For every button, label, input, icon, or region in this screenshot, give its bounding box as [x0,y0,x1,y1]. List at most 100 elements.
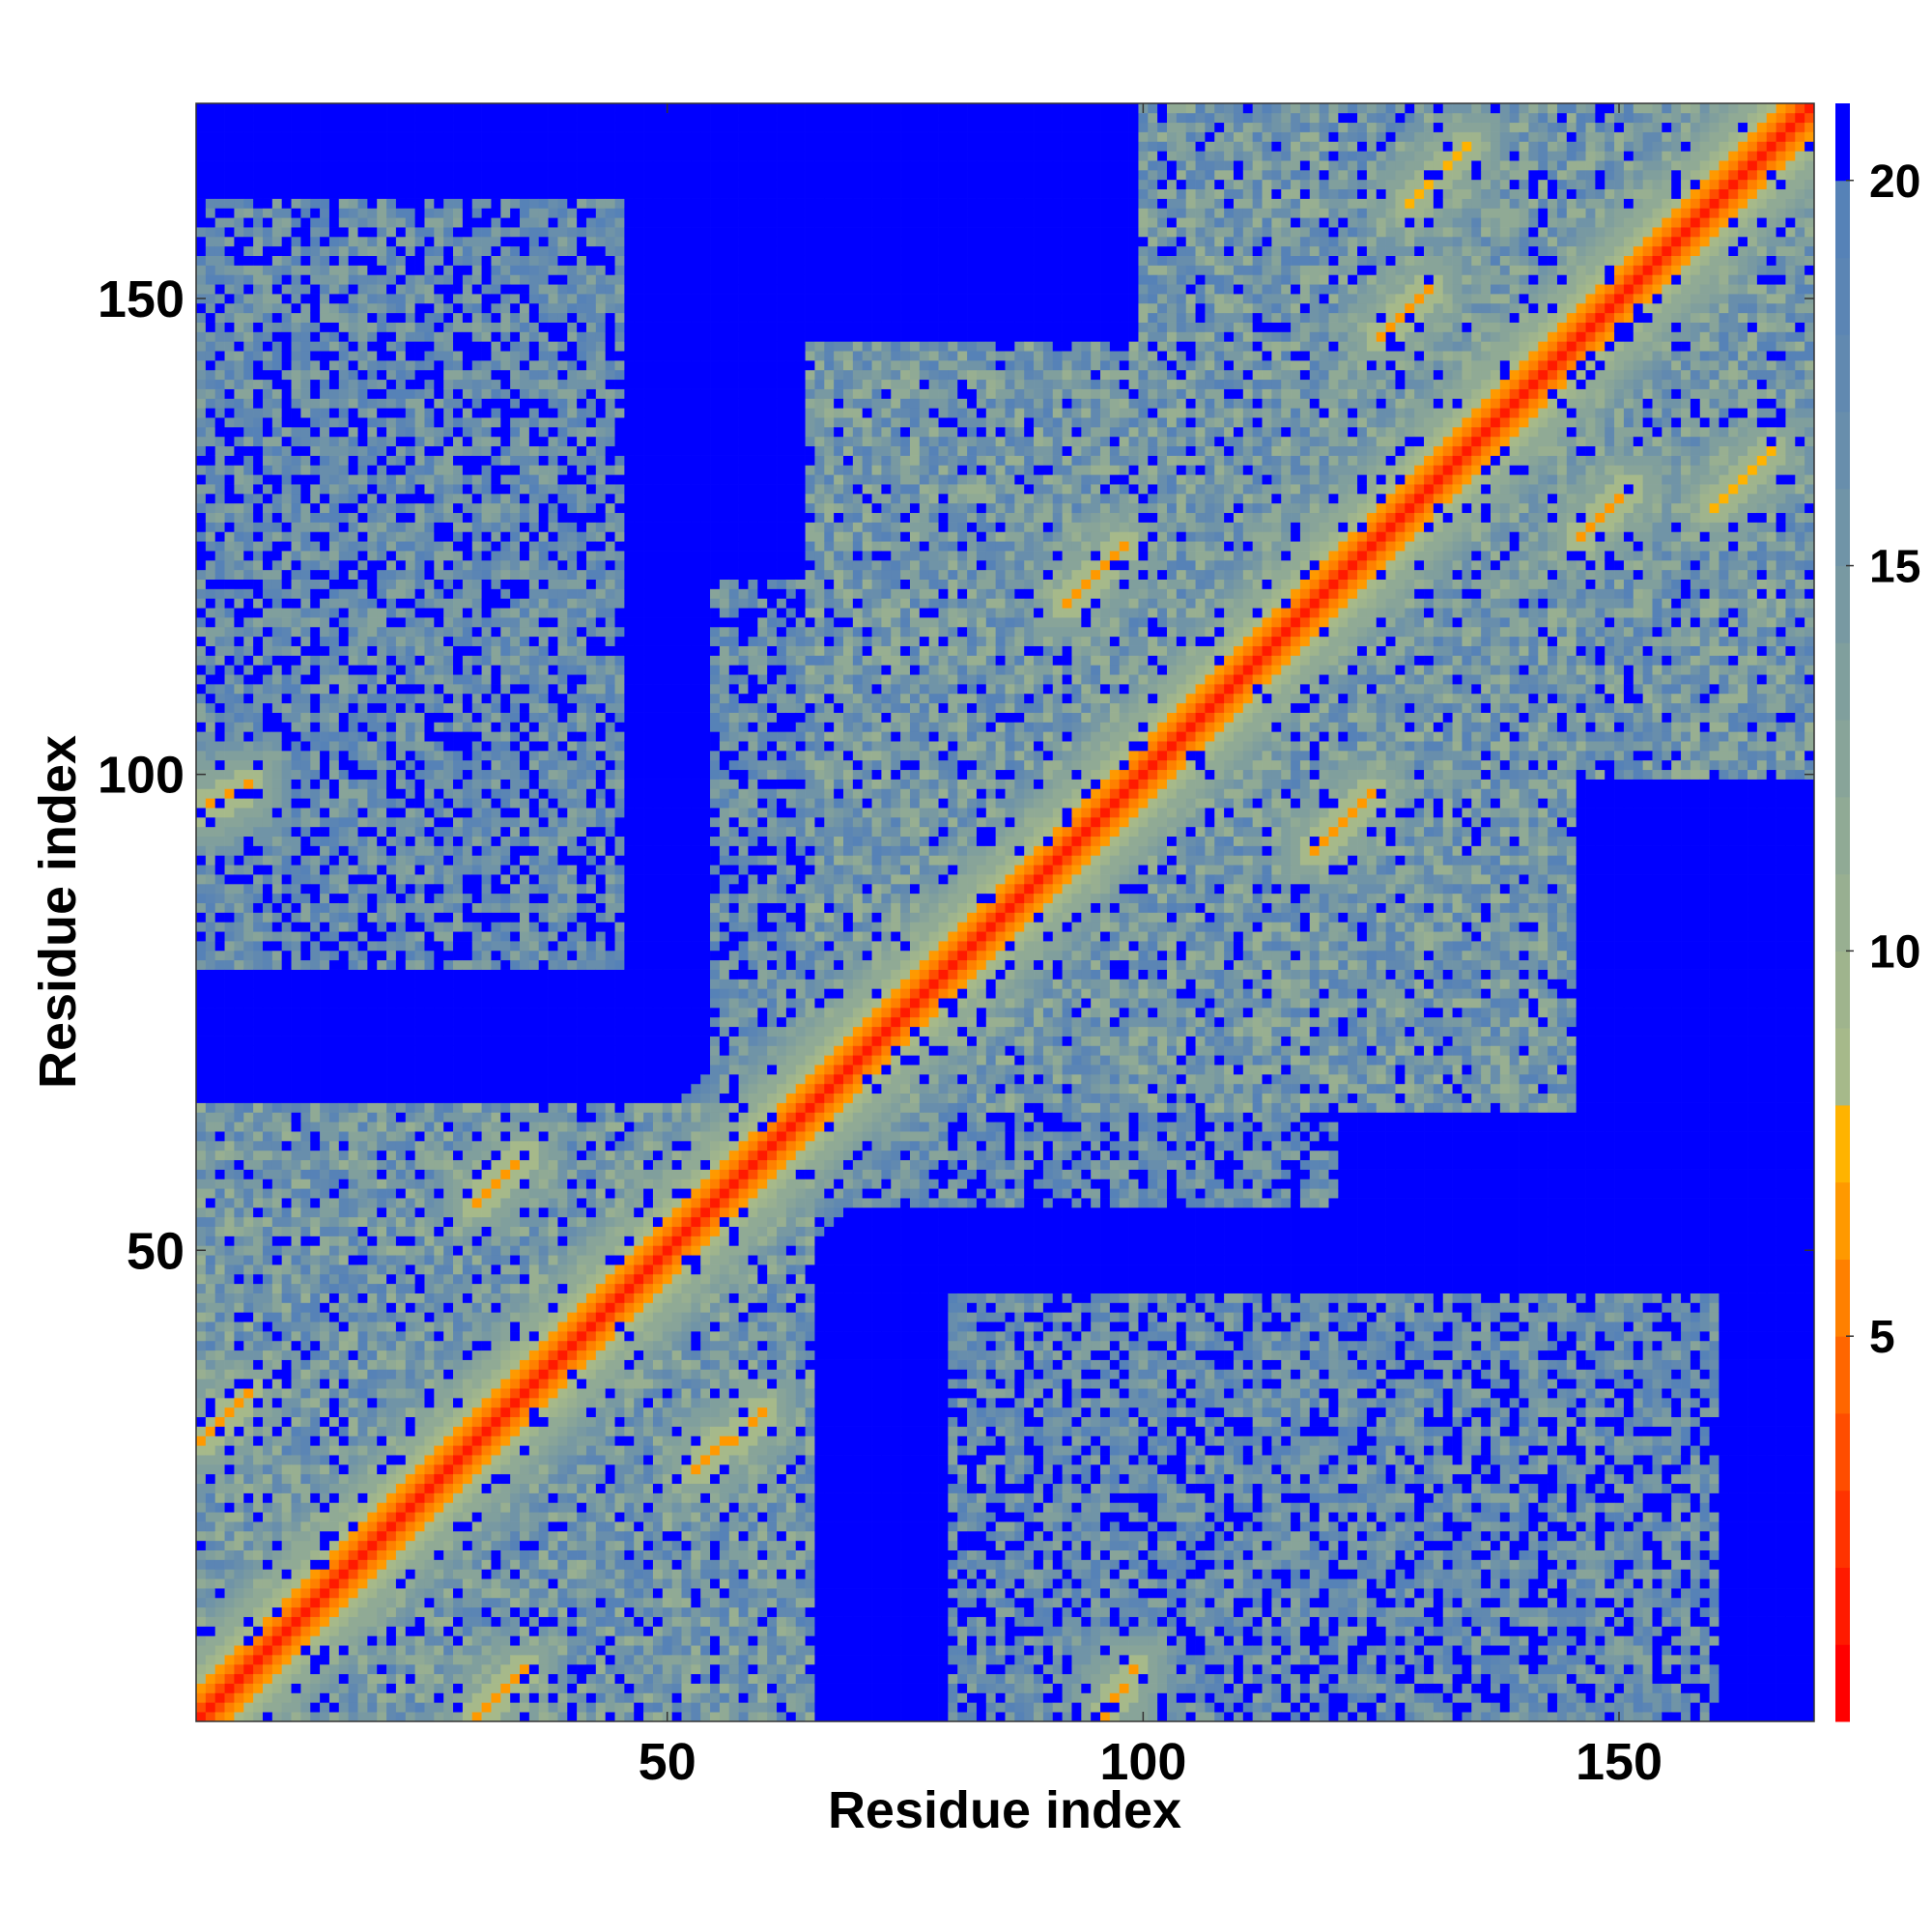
heatmap-cell [453,189,463,199]
heatmap-cell [329,1531,339,1541]
heatmap-cell [234,684,243,694]
heatmap-cell [196,484,206,494]
heatmap-cell [339,1455,349,1464]
heatmap-cell [243,922,253,931]
heatmap-cell [443,646,453,656]
heatmap-cell [396,1455,406,1464]
heatmap-cell [349,988,358,998]
heatmap-cell [320,1427,329,1436]
heatmap-cell [282,246,292,256]
heatmap-cell [253,617,263,627]
heatmap-cell [282,931,292,941]
heatmap-cell [443,617,453,627]
heatmap-cell [300,360,310,370]
heatmap-cell [349,713,358,723]
heatmap-cell [349,646,358,656]
heatmap-cell [272,1464,282,1474]
heatmap-cell [434,151,443,160]
heatmap-cell [282,217,292,227]
heatmap-cell [443,1417,453,1427]
heatmap-cell [349,484,358,494]
heatmap-cell [234,1502,243,1512]
heatmap-cell [206,1208,215,1217]
heatmap-cell [215,684,225,694]
heatmap-cell [377,998,386,1008]
heatmap-cell [453,1227,463,1236]
heatmap-cell [215,1160,225,1170]
heatmap-cell [272,503,282,513]
heatmap-cell [282,646,292,656]
heatmap-cell [253,1065,263,1074]
heatmap-cell [339,531,349,541]
heatmap-cell [377,323,386,332]
heatmap-cell [329,1008,339,1017]
heatmap-cell [386,351,396,360]
heatmap-cell [206,1312,215,1321]
heatmap-cell [225,1217,235,1227]
heatmap-cell [206,1341,215,1350]
heatmap-cell [367,1055,377,1065]
heatmap-cell [443,608,453,617]
heatmap-cell [367,655,377,665]
heatmap-cell [339,1112,349,1122]
heatmap-cell [386,598,396,608]
heatmap-cell [377,827,386,837]
heatmap-cell [253,113,263,123]
heatmap-cell [453,132,463,142]
heatmap-cell [377,1550,386,1560]
heatmap-cell [310,446,320,456]
heatmap-cell [443,523,453,532]
heatmap-cell [406,674,415,684]
heatmap-cell [320,1227,329,1236]
heatmap-cell [329,427,339,437]
heatmap-cell [225,1692,235,1702]
heatmap-cell [300,1550,310,1560]
heatmap-cell [263,1141,272,1151]
heatmap-cell [196,694,206,703]
heatmap-cell [206,1684,215,1693]
heatmap-cell [463,1027,472,1037]
heatmap-cell [434,1227,443,1236]
heatmap-cell [292,1607,301,1617]
heatmap-cell [386,160,396,170]
heatmap-cell [225,1502,235,1512]
heatmap-cell [320,1179,329,1188]
heatmap-cell [196,360,206,370]
heatmap-cell [243,256,253,266]
heatmap-cell [434,1674,443,1684]
heatmap-cell [386,1702,396,1712]
heatmap-cell [196,1484,206,1493]
heatmap-cell [292,551,301,560]
heatmap-cell [206,788,215,798]
heatmap-cell [243,665,253,674]
heatmap-cell [320,465,329,474]
heatmap-cell [415,1493,425,1503]
heatmap-cell [300,313,310,323]
heatmap-cell [282,1388,292,1398]
heatmap-cell [349,1255,358,1264]
heatmap-cell [463,1284,472,1293]
heatmap-cell [243,1560,253,1570]
heatmap-cell [300,1045,310,1055]
heatmap-cell [320,1360,329,1370]
heatmap-cell [310,674,320,684]
heatmap-cell [243,570,253,580]
heatmap-cell [206,855,215,865]
heatmap-cell [472,1512,482,1521]
heatmap-cell [453,865,463,874]
heatmap-cell [415,655,425,665]
heatmap-cell [415,180,425,189]
heatmap-cell [339,141,349,151]
heatmap-cell [196,380,206,389]
heatmap-cell [453,541,463,551]
heatmap-cell [272,1131,282,1141]
heatmap-cell [272,637,282,646]
heatmap-cell [263,141,272,151]
heatmap-cell [386,370,396,380]
heatmap-cell [349,446,358,456]
heatmap-cell [386,1445,396,1455]
heatmap-cell [282,1321,292,1331]
heatmap-cell [292,1369,301,1378]
heatmap-cell [396,132,406,142]
heatmap-cell [272,1664,282,1674]
